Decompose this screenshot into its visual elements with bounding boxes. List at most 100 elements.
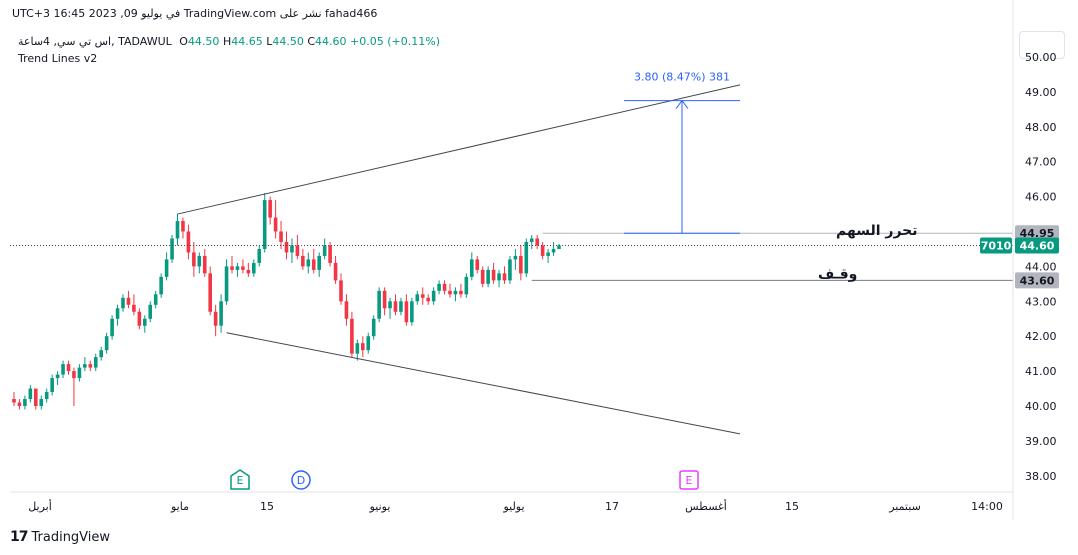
candle-body bbox=[366, 336, 371, 351]
candle-body bbox=[77, 367, 82, 379]
candle-body bbox=[410, 301, 414, 323]
indicator-legend[interactable]: Trend Lines v2 bbox=[18, 52, 98, 65]
candle-body bbox=[529, 238, 534, 242]
candle-body bbox=[213, 311, 218, 326]
candle-body bbox=[502, 273, 507, 281]
price-tick-label: 39.00 bbox=[1025, 435, 1057, 448]
candle-body bbox=[235, 266, 240, 270]
candle-body bbox=[306, 259, 311, 267]
future-earnings-event-icon bbox=[679, 470, 699, 490]
time-tick-label: 17 bbox=[605, 500, 619, 513]
auto-scale-button[interactable] bbox=[1019, 31, 1065, 59]
dividend-event-icon bbox=[291, 470, 311, 490]
measure-arrow-head-icon bbox=[675, 99, 689, 109]
candle-body bbox=[72, 371, 76, 379]
candle-body bbox=[175, 221, 180, 239]
price-tick-label: 45.00 bbox=[1025, 226, 1057, 239]
candle-body bbox=[290, 245, 294, 253]
candle-body bbox=[431, 290, 436, 302]
candle-body bbox=[464, 276, 469, 295]
candle-body bbox=[39, 399, 44, 406]
candle-body bbox=[453, 290, 458, 295]
symbol-name[interactable]: اس تي سي, 4ساعة, TADAWUL bbox=[18, 35, 172, 48]
candle-body bbox=[268, 200, 272, 218]
candle-body bbox=[371, 318, 376, 337]
target-annotation: تحرر السهم bbox=[836, 223, 918, 239]
candle-body bbox=[301, 255, 305, 267]
price-tick-label: 42.00 bbox=[1025, 330, 1057, 343]
high-label: H bbox=[222, 35, 232, 48]
candle-body bbox=[230, 266, 234, 270]
publish-info: fahad466 نشر على TradingView.com في يولي… bbox=[12, 7, 378, 20]
price-tick-label: 49.00 bbox=[1025, 86, 1057, 99]
change-value: +0.05 (+0.11%) bbox=[350, 35, 440, 48]
candle-body bbox=[159, 276, 163, 295]
price-tick-label: 48.00 bbox=[1025, 121, 1057, 134]
low-value: 44.50 bbox=[272, 35, 304, 48]
candle-body bbox=[44, 392, 49, 400]
candle-body bbox=[12, 399, 16, 403]
volume-badge-bg bbox=[980, 237, 1012, 254]
candle-body bbox=[246, 269, 251, 274]
price-label-text: 44.60 bbox=[1020, 239, 1055, 252]
candle-body bbox=[153, 294, 158, 305]
candle-body bbox=[317, 255, 321, 270]
candle-body bbox=[333, 262, 338, 281]
candle-body bbox=[551, 248, 556, 253]
candle-body bbox=[524, 241, 529, 274]
candle-body bbox=[426, 297, 430, 302]
candle-body bbox=[350, 318, 354, 354]
candle-body bbox=[442, 283, 447, 291]
candle-body bbox=[17, 402, 22, 406]
candle-body bbox=[279, 231, 283, 242]
time-tick-label: أغسطس bbox=[685, 499, 727, 513]
candle-body bbox=[132, 304, 136, 312]
candle-body bbox=[181, 221, 185, 232]
candle-body bbox=[257, 248, 262, 263]
candle-body bbox=[361, 343, 365, 351]
close-label: C bbox=[307, 35, 316, 48]
price-tick-label: 40.00 bbox=[1025, 400, 1057, 413]
candle-body bbox=[192, 252, 196, 267]
earnings-event-icon bbox=[230, 469, 250, 490]
candle-body bbox=[115, 308, 120, 319]
candle-body bbox=[23, 399, 27, 406]
candle-body bbox=[197, 255, 202, 267]
candle-body bbox=[557, 245, 561, 249]
candle-body bbox=[388, 301, 392, 309]
event-label: D bbox=[297, 474, 305, 487]
candle-body bbox=[448, 290, 452, 295]
chart-labels: 3.80 (8.47%) 381 تحرر السهم وقـف 44.9544.60… bbox=[230, 71, 1059, 490]
time-tick-label: يونيو bbox=[369, 500, 391, 513]
candle-body bbox=[480, 269, 485, 284]
candle-body bbox=[148, 304, 153, 319]
low-label: L bbox=[266, 35, 273, 48]
candle-body bbox=[546, 252, 550, 256]
candle-body bbox=[126, 297, 131, 305]
candle-body bbox=[252, 262, 256, 274]
time-tick-label: 14:00 bbox=[971, 500, 1003, 513]
price-label-bg bbox=[1015, 272, 1059, 289]
candle-body bbox=[344, 301, 349, 319]
candle-body bbox=[322, 245, 327, 256]
price-tick-label: 47.00 bbox=[1025, 156, 1057, 169]
time-tick-label: 15 bbox=[785, 500, 799, 513]
time-tick-label: أبريل bbox=[28, 499, 52, 513]
price-tick-label: 41.00 bbox=[1025, 365, 1057, 378]
price-label-bg bbox=[1015, 225, 1059, 242]
candle-body bbox=[202, 255, 207, 274]
candle-body bbox=[88, 364, 93, 368]
candle-body bbox=[470, 259, 474, 277]
candle-body bbox=[328, 245, 332, 263]
candle-body bbox=[382, 290, 387, 309]
candle-body bbox=[284, 241, 289, 253]
candle-body bbox=[508, 259, 512, 281]
candle-body bbox=[399, 301, 403, 312]
open-label: O bbox=[179, 35, 188, 48]
candle-body bbox=[377, 290, 381, 319]
candle-body bbox=[491, 269, 496, 281]
candle-body bbox=[513, 255, 518, 260]
candle-body bbox=[262, 200, 267, 249]
event-label: E bbox=[237, 474, 244, 487]
